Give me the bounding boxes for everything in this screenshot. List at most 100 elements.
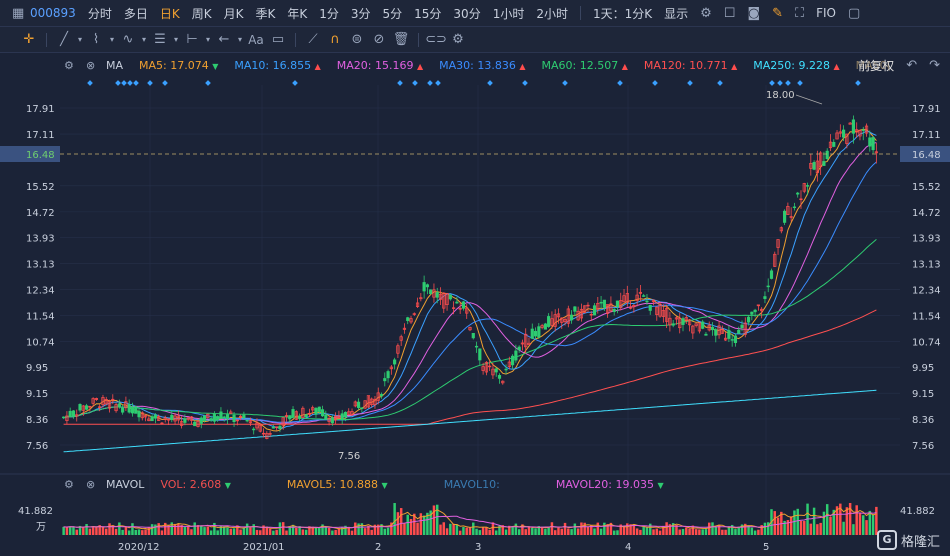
fullscreen-icon[interactable]: ⛶	[794, 5, 805, 21]
gear-icon[interactable]: ⚙	[64, 477, 74, 491]
candle-body	[802, 183, 806, 192]
candle-body	[189, 416, 194, 421]
candle-body	[822, 161, 826, 166]
checkbox-icon[interactable]: ☐	[723, 5, 736, 21]
fib-tool-icon[interactable]: ☰	[154, 32, 166, 47]
chevron-down-icon[interactable]: ▾	[109, 35, 114, 44]
period-5[interactable]: 季K	[255, 6, 276, 21]
comment-icon[interactable]: ▭	[271, 32, 285, 47]
volume-bar	[91, 527, 95, 535]
display-dropdown[interactable]: 显示	[664, 6, 689, 21]
arrow-tool-icon[interactable]: ←	[218, 32, 230, 47]
price-chart[interactable]: 16.48 16.48 18.00 7.56 17.91 17.11 15.52 14…	[0, 77, 950, 556]
candle-body	[124, 401, 128, 409]
candle-body	[835, 132, 839, 140]
period-10[interactable]: 15分	[414, 6, 442, 21]
chart-grid	[60, 85, 900, 535]
grid-icon[interactable]: ▦	[12, 5, 25, 21]
candle-body	[429, 289, 433, 294]
period-11[interactable]: 30分	[453, 6, 481, 21]
volume-bar	[259, 530, 262, 535]
volume-bar	[216, 530, 219, 535]
period-9[interactable]: 5分	[382, 6, 403, 21]
volume-bar	[88, 528, 92, 535]
chevron-down-icon[interactable]: ▾	[173, 35, 178, 44]
chevron-down-icon[interactable]: ▾	[77, 35, 82, 44]
trash-icon[interactable]: 🗑	[392, 32, 410, 47]
candle-body	[743, 322, 747, 335]
period-3[interactable]: 周K	[191, 6, 212, 21]
event-marker	[562, 80, 568, 86]
candle-body	[560, 317, 564, 323]
chevron-down-icon[interactable]: ▾	[237, 35, 242, 44]
close-icon[interactable]: ⊗	[86, 477, 96, 491]
range-tool-icon[interactable]: ⊢	[186, 32, 198, 47]
chevron-down-icon[interactable]: ▾	[141, 35, 146, 44]
candle-body	[494, 368, 498, 373]
candle-body	[71, 410, 76, 417]
vol-axis-top-right: 41.882	[900, 506, 935, 517]
volume-bar	[127, 530, 131, 535]
interval-dropdown[interactable]: 1天：1分K	[592, 6, 653, 21]
candle-body	[340, 413, 344, 420]
period-7[interactable]: 1分	[319, 6, 339, 21]
volume-bar	[449, 523, 452, 535]
text-tool-icon[interactable]: Aa	[248, 32, 264, 47]
gear-icon[interactable]: ⚙	[64, 58, 74, 72]
candle-body	[750, 311, 754, 315]
divider	[418, 32, 419, 47]
volume-bar	[626, 523, 629, 535]
window-icon[interactable]: ▢	[847, 5, 861, 21]
candle-body	[733, 335, 738, 344]
polyline-tool-icon[interactable]: ⌇	[92, 32, 100, 47]
redo-icon[interactable]: ↷	[929, 57, 940, 73]
wave-tool-icon[interactable]: ∿	[122, 32, 134, 47]
fio-button[interactable]: FIO	[816, 6, 836, 20]
volume-bar	[344, 525, 347, 535]
volume-bar	[753, 530, 757, 535]
period-13[interactable]: 2小时	[536, 6, 568, 21]
period-0[interactable]: 分时	[87, 6, 112, 21]
line-tool-icon[interactable]: ╱	[60, 32, 68, 47]
volume-bar	[494, 530, 498, 535]
fuquan-button[interactable]: 前复权	[858, 58, 895, 73]
volume-bar	[65, 527, 69, 535]
period-2[interactable]: 日K	[159, 6, 180, 21]
settings-icon[interactable]: ⚙	[452, 32, 464, 47]
chevron-down-icon[interactable]: ▾	[205, 35, 210, 44]
volume-bar	[340, 527, 344, 535]
lock-icon[interactable]: ⊜	[351, 32, 363, 47]
pencil-icon[interactable]: ✎	[772, 5, 783, 21]
volume-bar	[413, 513, 416, 535]
volume-bar	[180, 525, 183, 535]
up-arrow-icon: ▲	[621, 61, 628, 71]
event-marker	[205, 80, 211, 86]
close-icon[interactable]: ⊗	[86, 58, 96, 72]
volume-bar	[190, 529, 193, 535]
candle-body	[609, 303, 613, 312]
volume-bar	[809, 523, 813, 535]
crosshair-icon[interactable]: ✛	[23, 32, 35, 47]
candle-body	[678, 318, 682, 329]
toggle-icon[interactable]: ⊂⊃	[425, 32, 447, 47]
period-8[interactable]: 3分	[350, 6, 371, 21]
volume-bar	[380, 524, 383, 535]
hide-icon[interactable]: ⊘	[373, 32, 385, 47]
camera-icon[interactable]: ◙	[747, 5, 761, 21]
volume-bar	[288, 527, 291, 535]
up-arrow-icon: ▲	[314, 61, 321, 71]
period-12[interactable]: 1小时	[492, 6, 525, 21]
candle-body	[317, 406, 321, 412]
period-4[interactable]: 月K	[223, 6, 244, 21]
period-1[interactable]: 多日	[123, 6, 148, 21]
volume-bar	[304, 529, 308, 535]
gear-icon[interactable]: ⚙	[700, 5, 712, 21]
candle-body	[547, 316, 551, 327]
period-6[interactable]: 年K	[287, 6, 308, 21]
undo-icon[interactable]: ↶	[906, 57, 918, 73]
ruler-icon[interactable]: ⟋	[308, 32, 318, 47]
volume-bar	[327, 527, 331, 535]
magnet-icon[interactable]: ∩	[330, 32, 340, 47]
stock-code[interactable]: 000893	[30, 6, 76, 20]
candle-body	[304, 414, 308, 418]
